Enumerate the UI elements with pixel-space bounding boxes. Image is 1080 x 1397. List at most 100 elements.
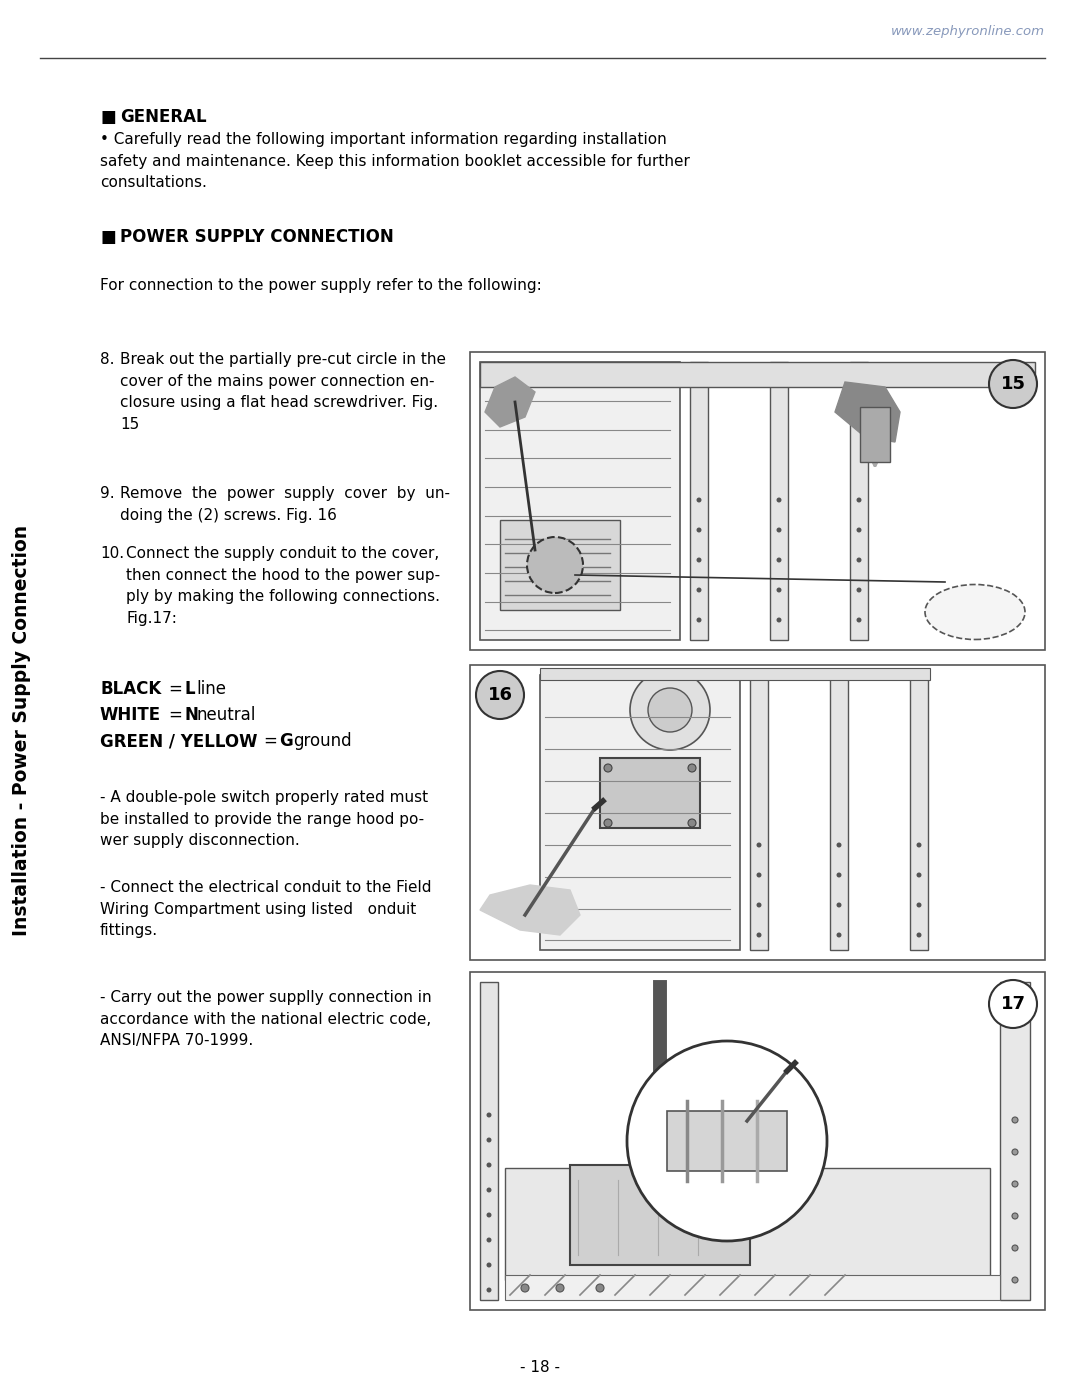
Circle shape xyxy=(630,671,710,750)
Circle shape xyxy=(837,873,841,877)
Bar xyxy=(600,759,700,828)
Circle shape xyxy=(777,588,782,592)
Circle shape xyxy=(486,1213,491,1218)
Circle shape xyxy=(604,819,612,827)
Bar xyxy=(500,520,620,610)
Circle shape xyxy=(604,764,612,773)
Text: Installation - Power Supply Connection: Installation - Power Supply Connection xyxy=(13,524,31,936)
Circle shape xyxy=(1012,1148,1018,1155)
Circle shape xyxy=(917,902,921,908)
Circle shape xyxy=(856,557,862,563)
Circle shape xyxy=(837,902,841,908)
Circle shape xyxy=(856,528,862,532)
Circle shape xyxy=(837,933,841,937)
Text: 16: 16 xyxy=(487,686,513,704)
Bar xyxy=(480,982,498,1301)
Bar xyxy=(690,362,708,640)
Circle shape xyxy=(486,1187,491,1193)
Circle shape xyxy=(856,497,862,503)
Circle shape xyxy=(856,617,862,623)
Circle shape xyxy=(856,588,862,592)
Text: For connection to the power supply refer to the following:: For connection to the power supply refer… xyxy=(100,278,542,293)
Bar xyxy=(505,1168,990,1280)
Circle shape xyxy=(697,588,702,592)
Circle shape xyxy=(917,933,921,937)
Circle shape xyxy=(627,1041,827,1241)
Bar xyxy=(480,362,1035,387)
Polygon shape xyxy=(485,377,535,427)
Text: 15: 15 xyxy=(1000,374,1026,393)
Text: ■: ■ xyxy=(100,108,116,126)
Polygon shape xyxy=(480,886,580,935)
Circle shape xyxy=(486,1162,491,1168)
Circle shape xyxy=(777,557,782,563)
Bar xyxy=(470,352,1045,650)
Text: GREEN / YELLOW: GREEN / YELLOW xyxy=(100,732,257,750)
Bar xyxy=(1000,982,1030,1301)
Text: 17: 17 xyxy=(1000,995,1026,1013)
Text: N: N xyxy=(184,705,198,724)
Circle shape xyxy=(1012,1180,1018,1187)
Text: www.zephyronline.com: www.zephyronline.com xyxy=(891,25,1045,39)
Circle shape xyxy=(697,497,702,503)
Circle shape xyxy=(777,497,782,503)
Circle shape xyxy=(1012,1118,1018,1123)
Circle shape xyxy=(1012,1245,1018,1250)
Circle shape xyxy=(596,1284,604,1292)
Text: line: line xyxy=(195,680,226,698)
Circle shape xyxy=(688,819,696,827)
Bar xyxy=(831,675,848,950)
Circle shape xyxy=(476,671,524,719)
Circle shape xyxy=(697,557,702,563)
Circle shape xyxy=(556,1284,564,1292)
Text: L: L xyxy=(184,680,194,698)
Circle shape xyxy=(777,617,782,623)
Circle shape xyxy=(486,1112,491,1118)
Circle shape xyxy=(527,536,583,592)
Circle shape xyxy=(756,933,761,937)
Text: • Carefully read the following important information regarding installation
safe: • Carefully read the following important… xyxy=(100,131,690,190)
Bar xyxy=(910,675,928,950)
Circle shape xyxy=(486,1263,491,1267)
Circle shape xyxy=(777,528,782,532)
Circle shape xyxy=(756,873,761,877)
Circle shape xyxy=(837,842,841,848)
Text: ground: ground xyxy=(293,732,352,750)
Circle shape xyxy=(688,764,696,773)
Circle shape xyxy=(697,617,702,623)
Circle shape xyxy=(1012,1213,1018,1220)
Text: neutral: neutral xyxy=(197,705,256,724)
Text: - A double-pole switch properly rated must
be installed to provide the range hoo: - A double-pole switch properly rated mu… xyxy=(100,789,428,848)
Circle shape xyxy=(756,902,761,908)
Circle shape xyxy=(648,687,692,732)
Bar xyxy=(480,362,680,640)
Text: Break out the partially pre-cut circle in the
cover of the mains power connectio: Break out the partially pre-cut circle i… xyxy=(120,352,446,432)
Bar xyxy=(570,1165,750,1266)
Text: 9.: 9. xyxy=(100,486,114,502)
Text: ■: ■ xyxy=(100,228,116,246)
Polygon shape xyxy=(835,381,900,441)
Text: =: = xyxy=(168,705,181,724)
Circle shape xyxy=(486,1288,491,1292)
Circle shape xyxy=(989,360,1037,408)
Text: POWER SUPPLY CONNECTION: POWER SUPPLY CONNECTION xyxy=(120,228,394,246)
Bar xyxy=(850,362,868,640)
Circle shape xyxy=(917,873,921,877)
Text: - Carry out the power supplly connection in
accordance with the national electri: - Carry out the power supplly connection… xyxy=(100,990,432,1048)
Text: WHITE: WHITE xyxy=(100,705,161,724)
Bar xyxy=(750,675,768,950)
Circle shape xyxy=(486,1137,491,1143)
Text: GENERAL: GENERAL xyxy=(120,108,206,126)
Circle shape xyxy=(697,528,702,532)
Bar xyxy=(470,665,1045,960)
Circle shape xyxy=(521,1284,529,1292)
Bar xyxy=(540,675,740,950)
Text: =: = xyxy=(264,732,276,750)
Bar xyxy=(470,972,1045,1310)
Bar xyxy=(540,668,930,680)
Circle shape xyxy=(486,1238,491,1242)
Text: G: G xyxy=(279,732,293,750)
Ellipse shape xyxy=(924,584,1025,640)
Circle shape xyxy=(989,981,1037,1028)
Text: - 18 -: - 18 - xyxy=(519,1361,561,1376)
